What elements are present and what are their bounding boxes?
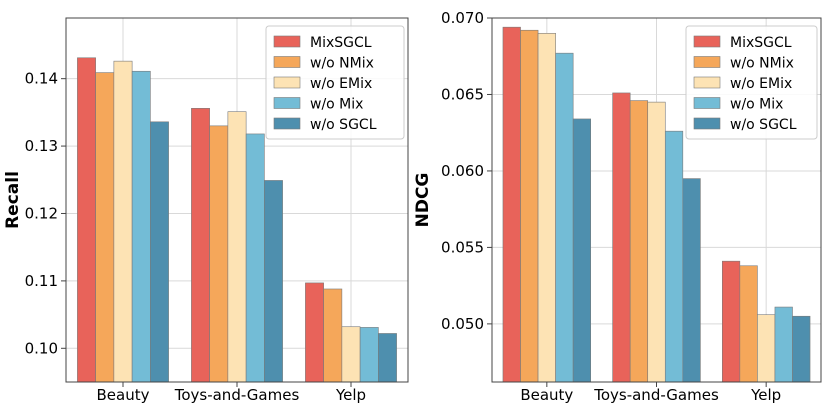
y-tick-label: 0.11: [25, 272, 58, 290]
legend-swatch: [693, 97, 721, 109]
bar-yelp-w-o-nmix: [323, 288, 343, 383]
legend-label: w/o EMix: [310, 76, 372, 92]
bar-yelp-mixsgcl: [721, 260, 741, 383]
legend-label: MixSGCL: [730, 35, 792, 51]
legend: MixSGCL w/o NMix w/o EMix w/o Mix w/o SGCL: [685, 25, 818, 140]
bar-beauty-w-o-mix: [555, 52, 574, 383]
x-tick-label: Yelp: [335, 386, 366, 404]
bar-beauty-w-o-mix: [131, 70, 151, 383]
bar-beauty-w-o-nmix: [520, 29, 539, 383]
bars: [502, 26, 811, 383]
bar-yelp-w-o-mix: [359, 327, 379, 383]
legend-swatch: [693, 56, 721, 68]
legend: MixSGCL w/o NMix w/o EMix w/o Mix w/o SGCL: [265, 25, 405, 140]
bar-toys-and-games-w-o-mix: [245, 133, 265, 383]
y-tick-label: 0.10: [25, 339, 58, 357]
bar-toys-and-games-mixsgcl: [612, 92, 631, 383]
legend-swatch: [273, 35, 301, 48]
ndcg-chart: 0.050 0.055 0.060 0.065 0.070 Beauty Toys-and-…: [413, 9, 822, 404]
y-tick-label: 0.055: [441, 238, 484, 256]
bar-toys-and-games-w-o-emix: [227, 111, 247, 383]
y-axis-title: NDCG: [413, 173, 433, 228]
bar-beauty-w-o-sgcl: [572, 118, 591, 383]
legend-label: w/o NMix: [730, 56, 794, 72]
bar-toys-and-games-w-o-emix: [647, 101, 666, 383]
bar-yelp-w-o-sgcl: [792, 315, 811, 383]
bar-yelp-w-o-emix: [341, 326, 361, 383]
legend-swatch: [273, 56, 301, 68]
legend-label: w/o NMix: [310, 56, 374, 72]
bar-yelp-w-o-emix: [757, 314, 776, 383]
legend-box: [265, 25, 405, 140]
recall-chart: 0.10 0.11 0.12 0.13 0.14 Beauty Toys-and-Games…: [3, 17, 409, 404]
y-tick-label: 0.065: [441, 85, 484, 103]
bar-yelp-mixsgcl: [305, 282, 324, 383]
legend-swatch: [273, 117, 301, 130]
bar-beauty-mixsgcl: [77, 57, 96, 383]
x-tick-label: Toys-and-Games: [593, 386, 719, 404]
bar-yelp-w-o-nmix: [739, 265, 758, 383]
legend-swatch: [273, 76, 301, 89]
legend-swatch: [693, 117, 721, 130]
legend-swatch: [273, 97, 301, 109]
y-tick-label: 0.13: [25, 137, 58, 155]
bar-toys-and-games-w-o-nmix: [209, 125, 229, 383]
bar-toys-and-games-mixsgcl: [191, 108, 210, 383]
legend-swatch: [693, 76, 721, 89]
x-tick-label: Toys-and-Games: [174, 386, 300, 404]
x-tick-label: Yelp: [750, 386, 781, 404]
y-axis-title: Recall: [3, 171, 23, 229]
bar-beauty-w-o-emix: [537, 32, 556, 383]
x-tick-label: Beauty: [520, 386, 573, 404]
bar-toys-and-games-w-o-sgcl: [264, 180, 283, 383]
y-tick-label: 0.070: [441, 9, 484, 27]
y-tick-label: 0.050: [441, 315, 484, 333]
legend-label: w/o EMix: [730, 76, 792, 92]
bar-beauty-w-o-sgcl: [150, 121, 169, 383]
bar-beauty-mixsgcl: [502, 26, 521, 383]
bar-yelp-w-o-mix: [774, 306, 793, 383]
y-tick-label: 0.14: [25, 70, 58, 88]
y-tick-label: 0.060: [441, 162, 484, 180]
x-tick-label: Beauty: [97, 386, 150, 404]
bar-beauty-w-o-emix: [113, 60, 133, 383]
legend-label: w/o SGCL: [310, 117, 377, 133]
bar-toys-and-games-w-o-nmix: [629, 100, 649, 383]
legend-box: [685, 25, 818, 140]
legend-label: w/o Mix: [310, 97, 363, 113]
legend-label: w/o Mix: [730, 97, 783, 113]
bar-yelp-w-o-sgcl: [378, 333, 397, 383]
bar-beauty-w-o-nmix: [95, 72, 115, 383]
bar-toys-and-games-w-o-mix: [664, 130, 684, 383]
legend-label: w/o SGCL: [730, 117, 797, 133]
y-tick-label: 0.12: [25, 204, 58, 222]
legend-swatch: [693, 35, 721, 48]
legend-label: MixSGCL: [310, 35, 372, 51]
bar-toys-and-games-w-o-sgcl: [682, 178, 701, 383]
